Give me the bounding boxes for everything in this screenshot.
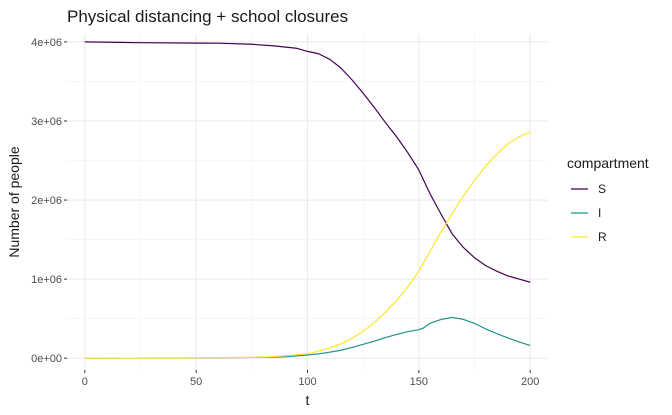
legend-label-S: S	[598, 182, 606, 196]
legend: compartment SIR	[567, 155, 649, 244]
gridlines	[67, 34, 548, 370]
y-tick-label: 0e+00	[31, 353, 62, 365]
x-tick-label: 0	[82, 376, 88, 388]
legend-label-R: R	[598, 230, 607, 244]
y-axis-ticks: 0e+00 1e+06 2e+06 3e+06 4e+06	[31, 37, 67, 365]
x-tick-label: 200	[521, 376, 539, 388]
series-line-S	[84, 41, 531, 283]
series-lines	[84, 41, 531, 359]
legend-label-I: I	[598, 206, 601, 220]
x-axis-title: t	[306, 392, 310, 408]
series-line-R	[84, 131, 531, 359]
series-line-I	[84, 316, 531, 359]
legend-entries: SIR	[571, 182, 607, 244]
y-axis-title: Number of people	[6, 146, 22, 258]
x-tick-label: 100	[298, 376, 316, 388]
y-tick-label: 2e+06	[31, 195, 62, 207]
y-tick-label: 1e+06	[31, 274, 62, 286]
x-tick-label: 50	[190, 376, 202, 388]
x-tick-label: 150	[410, 376, 428, 388]
chart-title: Physical distancing + school closures	[67, 7, 348, 26]
y-tick-label: 4e+06	[31, 37, 62, 49]
x-axis-ticks: 0 50 100 150 200	[82, 370, 539, 388]
y-tick-label: 3e+06	[31, 116, 62, 128]
legend-title: compartment	[567, 155, 649, 171]
